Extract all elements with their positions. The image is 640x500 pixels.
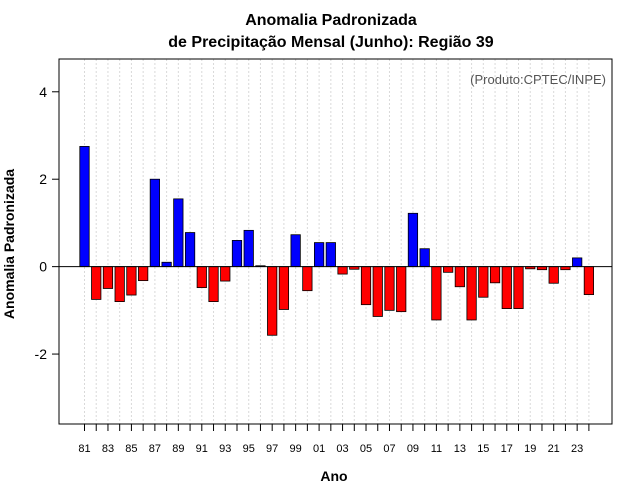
bar-2017 [501, 266, 512, 309]
x-axis-title: Ano [320, 468, 347, 484]
bar-1993 [220, 266, 231, 282]
bar-2015 [478, 266, 489, 298]
bar-2001 [313, 242, 325, 268]
x-tick-label: 11 [431, 443, 442, 455]
bar-1983 [102, 266, 114, 289]
bar-1985 [126, 266, 137, 296]
x-tick-label: 91 [196, 443, 208, 455]
x-axis: 81 83 85 87 89 91 93 95 97 99 01 03 05 07 09 11 13 15 17 19… [78, 424, 590, 455]
bar-2002 [325, 242, 336, 268]
x-tick-label: 17 [501, 443, 513, 455]
bar-1981 [79, 146, 90, 268]
bar-2013 [454, 266, 465, 288]
credit-annotation: (Produto:CPTEC/INPE) [470, 72, 606, 87]
x-tick-label: 83 [102, 443, 114, 455]
bar-2021 [548, 266, 559, 284]
chart-title-line1: Anomalia Padronizada [245, 12, 417, 29]
plot-frame [58, 58, 613, 425]
x-tick-label: 01 [313, 443, 325, 455]
bar-1988 [161, 261, 172, 268]
x-tick-label: 07 [383, 443, 395, 455]
bar-2003 [337, 266, 348, 275]
y-axis-title: Anomalia Padronizada [1, 169, 17, 319]
x-tick-label: 89 [172, 443, 184, 455]
x-tick-label: 99 [290, 443, 302, 455]
bar-1989 [173, 198, 184, 268]
bar-2018 [513, 266, 524, 309]
x-tick-label: 15 [477, 443, 489, 455]
y-tick-label: 0 [39, 259, 47, 275]
bar-2012 [443, 266, 454, 273]
bar-1991 [196, 266, 207, 289]
x-tick-label: 97 [266, 443, 278, 455]
y-tick-label: 4 [39, 84, 47, 100]
bar-1994 [231, 240, 243, 268]
gridlines [84, 59, 590, 424]
bar-1997 [267, 266, 278, 336]
bar-2024 [583, 266, 594, 296]
bar-1986 [138, 266, 149, 282]
x-tick-label: 03 [336, 443, 348, 455]
bar-2023 [572, 257, 583, 268]
bar-1999 [290, 234, 301, 268]
x-tick-label: 85 [125, 443, 137, 455]
y-tick-label: -2 [35, 346, 48, 362]
bar-2007 [384, 266, 395, 311]
bar-1987 [149, 178, 160, 268]
bar-2006 [372, 266, 383, 317]
bar-2016 [489, 266, 501, 284]
x-tick-label: 23 [571, 443, 583, 455]
x-tick-label: 21 [548, 443, 560, 455]
x-tick-label: 87 [149, 443, 161, 455]
bar-1992 [208, 266, 219, 303]
x-tick-label: 81 [78, 443, 90, 455]
bar-2005 [360, 266, 372, 306]
x-tick-label: 19 [524, 443, 536, 455]
bars [79, 146, 594, 336]
y-axis: -2 0 2 4 [35, 84, 59, 362]
bar-1984 [114, 266, 125, 303]
bar-2000 [302, 266, 313, 292]
x-tick-label: 13 [454, 443, 466, 455]
bar-1990 [184, 232, 196, 268]
x-tick-label: 93 [219, 443, 231, 455]
x-tick-label: 95 [243, 443, 255, 455]
bar-2010 [419, 248, 430, 268]
bar-2014 [466, 266, 477, 321]
bar-1998 [278, 266, 290, 310]
x-tick-label: 09 [407, 443, 419, 455]
bar-2008 [396, 266, 407, 313]
bar-1995 [243, 229, 254, 268]
chart-title-line2: de Precipitação Mensal (Junho): Região 3… [168, 34, 494, 51]
bar-2009 [407, 212, 419, 268]
x-tick-label: 05 [360, 443, 372, 455]
bar-2011 [431, 266, 442, 321]
bar-1982 [91, 266, 102, 300]
y-tick-label: 2 [39, 171, 47, 187]
